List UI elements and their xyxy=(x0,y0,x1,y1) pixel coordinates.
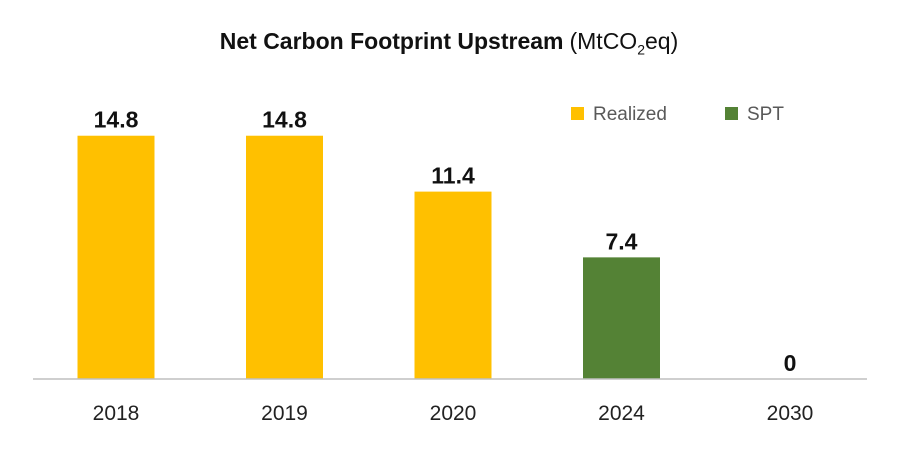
chart-title-unit-suffix: eq) xyxy=(645,28,679,54)
bar-2020 xyxy=(414,191,492,379)
bar-2024 xyxy=(583,257,660,379)
value-label-2030: 0 xyxy=(784,350,797,376)
x-tick-label-2019: 2019 xyxy=(261,402,308,425)
chart-title: Net Carbon Footprint Upstream (MtCO2eq) xyxy=(0,28,898,58)
x-tick-label-2024: 2024 xyxy=(598,402,645,425)
legend-swatch-realized xyxy=(571,107,584,120)
legend-swatch-spt xyxy=(725,107,738,120)
legend: Realized SPT xyxy=(571,104,784,125)
value-label-2024: 7.4 xyxy=(606,228,638,254)
x-tick-label-2030: 2030 xyxy=(767,402,814,425)
bar-2019 xyxy=(246,135,323,379)
value-label-2019: 14.8 xyxy=(262,107,307,133)
bars-group xyxy=(77,135,660,379)
chart-title-unit: (MtCO2eq) xyxy=(569,28,679,58)
value-labels-group: 14.8 14.8 11.4 7.4 0 xyxy=(94,107,797,376)
chart-title-main: Net Carbon Footprint Upstream xyxy=(219,28,564,54)
x-tick-label-2020: 2020 xyxy=(430,402,477,425)
x-tick-label-2018: 2018 xyxy=(93,402,140,425)
legend-label-realized: Realized xyxy=(593,104,667,125)
legend-label-spt: SPT xyxy=(747,104,784,125)
tick-labels-group: 2018 2019 2020 2024 2030 xyxy=(93,402,814,425)
value-label-2018: 14.8 xyxy=(94,107,139,133)
bar-2018 xyxy=(77,135,155,379)
chart-title-unit-prefix: (MtCO xyxy=(569,28,638,54)
chart-title-unit-subscript: 2 xyxy=(637,41,645,58)
value-label-2020: 11.4 xyxy=(431,163,475,189)
